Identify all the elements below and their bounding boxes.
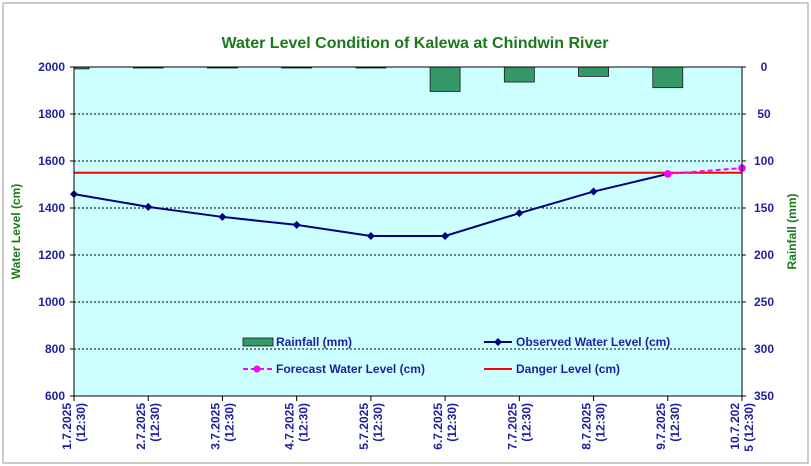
right-tick-label: 300: [754, 342, 774, 356]
x-tick-date: 4.7.2025: [283, 403, 297, 450]
left-tick-label: 600: [45, 389, 65, 403]
left-tick-label: 1200: [38, 248, 65, 262]
observed-point: [366, 231, 375, 240]
x-tick-date: 3.7.2025: [208, 403, 222, 450]
x-tick-time: (12:30): [371, 403, 385, 442]
x-tick-time: (12:30): [445, 403, 459, 442]
x-tick-label: 9.7.2025 (12:30): [654, 403, 682, 450]
legend-observed-marker: [494, 338, 502, 346]
rainfall-bar: [429, 66, 461, 92]
legend-forecast-label: Forecast Water Level (cm): [276, 362, 425, 376]
left-tick-label: 1600: [38, 154, 65, 168]
x-tick-date: 9.7.2025: [654, 403, 668, 450]
x-tick-label: 4.7.2025 (12:30): [283, 403, 311, 450]
legend-forecast-marker: [253, 365, 261, 373]
x-tick-label: 10.7.202 5 (12:30): [728, 403, 756, 452]
y-axis-label-right: Rainfall (mm): [785, 193, 799, 269]
x-tick-time: (12:30): [148, 403, 162, 442]
observed-point: [292, 220, 301, 229]
forecast-water-level-line: [667, 167, 743, 175]
x-tick-date: 10.7.202: [728, 403, 742, 450]
rainfall-bar: [503, 66, 535, 83]
x-axis-ticks: 1.7.2025 (12:30) 2.7.2025 (12:30) 3.7.2025 (1…: [60, 396, 756, 452]
x-tick-time: (12:30): [222, 403, 236, 442]
y-axis-label-left: Water Level (cm): [9, 184, 23, 280]
legend-observed-label: Observed Water Level (cm): [516, 335, 670, 349]
observed-point: [515, 209, 524, 218]
x-tick-date: 7.7.2025: [505, 403, 519, 450]
x-tick-label: 2.7.2025 (12:30): [134, 403, 162, 450]
forecast-point: [663, 170, 672, 178]
rainfall-bar: [652, 66, 684, 89]
x-tick-time: (12:30): [668, 403, 682, 442]
right-tick-label: 50: [757, 107, 771, 121]
right-tick-label: 0: [761, 60, 768, 74]
observed-point: [589, 187, 598, 196]
x-tick-label: 3.7.2025 (12:30): [208, 403, 236, 450]
x-tick-date: 8.7.2025: [580, 403, 594, 450]
left-tick-label: 800: [45, 342, 65, 356]
x-tick-label: 5.7.2025 (12:30): [357, 403, 385, 450]
x-tick-label: 6.7.2025 (12:30): [431, 403, 459, 450]
x-tick-date: 2.7.2025: [134, 403, 148, 450]
x-tick-time: 5 (12:30): [742, 403, 756, 452]
left-tick-label: 2000: [38, 60, 65, 74]
x-tick-label: 7.7.2025 (12:30): [505, 403, 533, 450]
x-tick-label: 1.7.2025 (12:30): [60, 403, 88, 450]
legend: Rainfall (mm) Observed Water Level (cm) …: [242, 335, 670, 376]
right-axis-ticks: 0 50 100 150 200 250 300 350: [742, 60, 774, 403]
right-tick-label: 350: [754, 389, 774, 403]
chart-title: Water Level Condition of Kalewa at Chind…: [221, 35, 608, 52]
water-level-lines: [70, 164, 746, 240]
left-axis-ticks: 600 800 1000 1200 1400 1600 1800 2000: [38, 60, 74, 403]
legend-rainfall-label: Rainfall (mm): [276, 335, 352, 349]
right-tick-label: 100: [754, 154, 774, 168]
observed-point: [441, 231, 450, 240]
plot-area: [74, 67, 742, 396]
legend-rainfall-swatch: [242, 337, 274, 347]
rainfall-bar: [578, 66, 609, 77]
x-tick-label: 8.7.2025 (12:30): [580, 403, 608, 450]
x-tick-time: (12:30): [594, 403, 608, 442]
x-tick-time: (12:30): [297, 403, 311, 442]
axes: [73, 66, 743, 397]
x-tick-time: (12:30): [519, 403, 533, 442]
x-tick-date: 6.7.2025: [431, 403, 445, 450]
right-tick-label: 200: [754, 248, 774, 262]
observed-point: [144, 202, 153, 211]
left-tick-label: 1800: [38, 107, 65, 121]
legend-danger-label: Danger Level (cm): [516, 362, 620, 376]
left-tick-label: 1400: [38, 201, 65, 215]
x-tick-date: 5.7.2025: [357, 403, 371, 450]
right-tick-label: 250: [754, 295, 774, 309]
x-tick-date: 1.7.2025: [60, 403, 74, 450]
left-tick-label: 1000: [38, 295, 65, 309]
observed-point: [218, 212, 227, 221]
right-tick-label: 150: [754, 201, 774, 215]
x-tick-time: (12:30): [74, 403, 88, 442]
